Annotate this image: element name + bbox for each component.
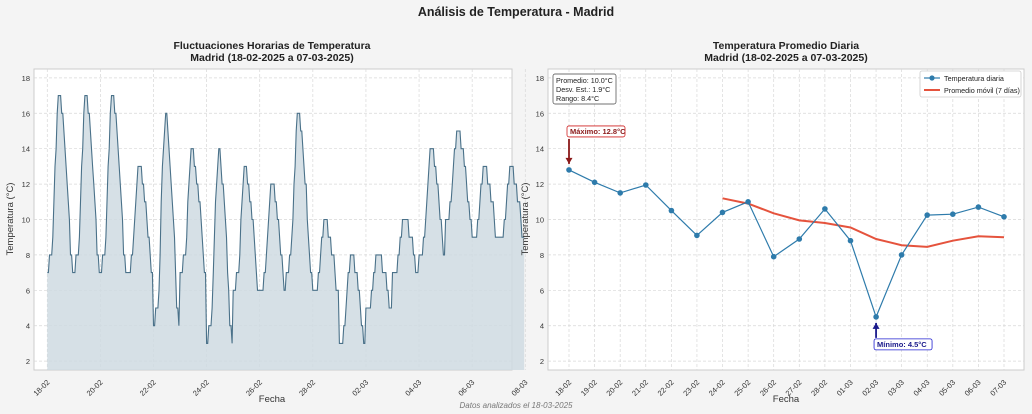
left-y-axis-label: Temperatura (°C)	[5, 183, 16, 256]
daily-temperature-point	[950, 211, 956, 217]
left-y-tick-label: 14	[22, 145, 30, 154]
left-chart-subtitle: Madrid (18-02-2025 a 07-03-2025)	[190, 52, 353, 64]
annotation-box	[873, 338, 933, 351]
right-chart-title: Temperatura Promedio Diaria	[713, 40, 859, 52]
annotation-label: Mínimo: 4.5°C	[877, 340, 927, 349]
daily-temperature-line	[568, 169, 1005, 319]
right-y-tick-label: 14	[536, 145, 544, 154]
left-y-tick-label: 4	[26, 322, 30, 331]
right-y-tick-label: 18	[536, 74, 544, 83]
right-y-tick-label: 2	[540, 357, 544, 366]
right-y-tick-label: 12	[536, 180, 544, 189]
daily-temperature-point	[719, 209, 726, 216]
right-x-axis-label: Fecha	[773, 394, 800, 405]
left-chart-title: Fluctuaciones Horarias de Temperatura	[173, 40, 370, 52]
legend-daily-label: Temperatura diaria	[944, 74, 1004, 83]
left-y-tick-label: 12	[22, 180, 30, 189]
moving-average-line	[722, 197, 1005, 248]
daily-temperature-point	[924, 212, 930, 218]
daily-temperature-point	[617, 190, 623, 196]
right-chart-subtitle: Madrid (18-02-2025 a 07-03-2025)	[704, 52, 867, 64]
figure-footnote: Datos analizados el 18-03-2025	[460, 401, 574, 410]
hourly-temperature-chart: Fluctuaciones Horarias de Temperatura Ma…	[5, 40, 530, 405]
right-y-axis-label: Temperatura (°C)	[520, 183, 531, 256]
legend-box	[919, 70, 1022, 98]
daily-temperature-point	[1001, 214, 1007, 220]
right-y-tick-label: 10	[536, 216, 544, 225]
annotation-arrowhead	[872, 322, 880, 329]
daily-temperature-point	[975, 204, 982, 210]
daily-temperature-point	[873, 314, 879, 320]
figure-suptitle: Análisis de Temperatura - Madrid	[418, 5, 614, 19]
stats-box	[552, 73, 617, 105]
left-y-tick-label: 6	[26, 286, 30, 295]
daily-temperature-point	[847, 237, 854, 244]
daily-temperature-point	[770, 253, 777, 260]
left-temperature-line	[47, 95, 525, 344]
daily-temperature-point	[898, 252, 905, 258]
left-x-axis-label: Fecha	[259, 394, 286, 405]
annotation-arrowhead	[565, 157, 573, 164]
left-temperature-area	[47, 95, 525, 370]
stats-line: Desv. Est.: 1.9°C	[556, 85, 610, 94]
right-y-tick-label: 8	[540, 251, 544, 260]
daily-temperature-point	[668, 207, 675, 214]
daily-average-chart: Temperatura Promedio Diaria Madrid (18-0…	[520, 40, 1025, 405]
stats-line: Rango: 8.4°C	[556, 94, 599, 103]
right-y-tick-label: 4	[540, 322, 544, 331]
daily-temperature-point	[745, 199, 751, 205]
daily-temperature-point	[591, 179, 598, 186]
legend-daily-marker	[929, 75, 935, 81]
left-y-tick-label: 10	[22, 216, 30, 225]
annotation-box	[566, 125, 626, 138]
daily-temperature-point	[822, 206, 828, 212]
stats-line: Promedio: 10.0°C	[556, 76, 613, 85]
daily-temperature-point	[694, 232, 700, 239]
legend-moving-average-label: Promedio móvil (7 días)	[944, 86, 1020, 95]
left-y-tick-label: 16	[22, 109, 30, 118]
left-y-tick-label: 8	[26, 251, 30, 260]
right-y-tick-label: 16	[536, 109, 544, 118]
annotation-label: Máximo: 12.8°C	[570, 127, 626, 136]
left-y-tick-label: 2	[26, 357, 30, 366]
daily-temperature-point	[643, 182, 649, 188]
left-y-tick-label: 18	[22, 74, 30, 83]
daily-temperature-point	[566, 167, 572, 173]
right-y-tick-label: 6	[540, 286, 544, 295]
daily-temperature-point	[796, 236, 803, 242]
